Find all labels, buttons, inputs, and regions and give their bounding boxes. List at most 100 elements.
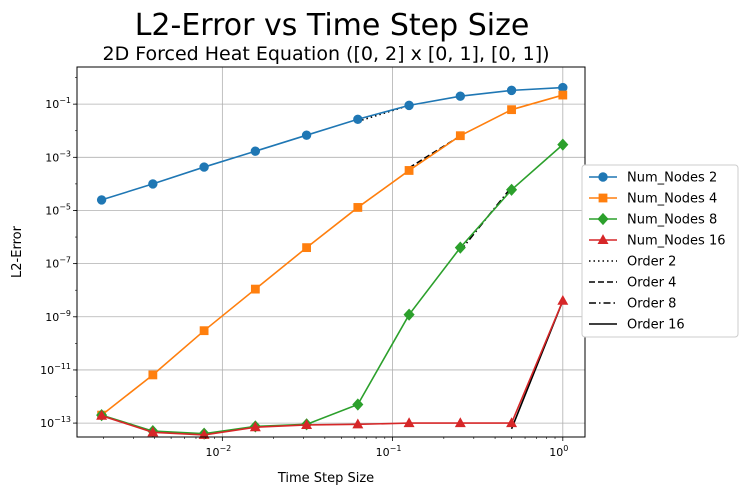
legend-label: Num_Nodes 4 [627, 192, 717, 207]
data-point [352, 398, 364, 411]
legend-swatch-marker [598, 172, 608, 182]
data-point [249, 421, 261, 432]
series-line [101, 144, 564, 435]
legend-label: Num_Nodes 8 [627, 213, 717, 228]
legend-swatch-marker [597, 234, 609, 245]
chart-subtitle: 2D Forced Heat Equation ([0, 2] x [0, 1]… [102, 43, 549, 65]
y-tick-base: 10 [45, 258, 59, 271]
y-axis-label: L2-Error [10, 225, 25, 278]
legend-label: Num_Nodes 16 [627, 234, 726, 249]
y-tick-base: 10 [45, 151, 59, 164]
reference-lines [357, 104, 564, 430]
y-tick-exponent: −9 [59, 309, 71, 318]
x-tick-label: 100 [549, 444, 568, 459]
legend-item: Num_Nodes 2 [589, 171, 717, 186]
data-point [352, 418, 364, 429]
data-point [301, 130, 312, 140]
series-1 [96, 82, 568, 205]
data-point [301, 419, 313, 429]
series-4 [96, 294, 569, 439]
data-point [148, 179, 158, 189]
y-tick-exponent: −1 [59, 96, 71, 105]
x-tick-label: 10−2 [205, 444, 231, 459]
data-point [507, 105, 516, 115]
y-tick-label: 10−5 [45, 202, 71, 217]
legend-item: Order 2 [589, 255, 676, 270]
y-tick-label: 10−13 [40, 415, 71, 430]
x-tick-exponent: −2 [219, 444, 231, 453]
legend-item: Order 4 [589, 276, 676, 291]
data-point [403, 308, 415, 321]
y-tick-base: 10 [45, 204, 59, 217]
data-series [96, 82, 569, 440]
legend-label: Order 8 [627, 297, 676, 312]
data-point [403, 417, 415, 428]
y-tick-exponent: −3 [59, 149, 71, 158]
data-point [455, 131, 465, 141]
y-tick-label: 10−7 [45, 256, 71, 271]
data-point [199, 162, 209, 172]
y-tick-label: 10−3 [45, 149, 71, 164]
legend-item: Num_Nodes 16 [589, 234, 726, 249]
y-tick-base: 10 [45, 311, 59, 324]
legend-item: Order 16 [589, 318, 685, 333]
legend-item: Num_Nodes 4 [589, 192, 717, 207]
y-tick-exponent: −13 [54, 415, 71, 424]
data-point [96, 195, 107, 205]
y-tick-label: 10−9 [45, 309, 71, 324]
y-tick-base: 10 [40, 417, 54, 430]
legend-swatch-marker [598, 193, 608, 203]
legend: Num_Nodes 2 Num_Nodes 4 Num_Nodes 8 Num_Nod… [581, 164, 739, 338]
data-point [404, 166, 414, 175]
y-tick-exponent: −7 [59, 256, 71, 265]
data-point [250, 284, 260, 294]
data-point [250, 146, 261, 156]
series-line [101, 86, 563, 201]
legend-swatch-marker [597, 212, 609, 226]
x-tick-label: 10−1 [376, 444, 402, 459]
x-tick-base: 10 [549, 446, 563, 459]
data-point [557, 294, 569, 305]
data-point [558, 90, 568, 100]
data-point [148, 370, 158, 380]
series-line [101, 300, 564, 436]
reference-line-3 [459, 186, 513, 252]
data-point [302, 243, 311, 253]
data-point [558, 82, 568, 93]
x-axis-label: Time Step Size [277, 471, 374, 486]
data-point [199, 326, 209, 336]
legend-frame [581, 164, 739, 338]
data-point [506, 183, 518, 196]
data-point [96, 409, 108, 420]
series-2 [97, 90, 568, 420]
data-point [454, 241, 466, 254]
data-point [454, 417, 466, 428]
legend-label: Order 2 [627, 255, 676, 270]
legend-item: Order 8 [589, 297, 676, 312]
x-tick-exponent: −1 [390, 444, 402, 453]
legend-label: Order 16 [627, 318, 685, 333]
y-tick-exponent: −11 [54, 362, 71, 371]
series-3 [96, 138, 569, 440]
y-tick-exponent: −5 [59, 202, 71, 211]
data-point [147, 426, 159, 437]
y-tick-label: 10−1 [45, 96, 71, 111]
legend-label: Order 4 [627, 276, 676, 291]
data-point [455, 91, 466, 101]
x-tick-base: 10 [205, 446, 219, 459]
data-point [198, 429, 210, 439]
data-point [557, 138, 569, 151]
data-point [404, 100, 414, 111]
x-tick-base: 10 [376, 446, 390, 459]
x-axis: 10−2 10−1 100 [103, 437, 568, 459]
chart-title: L2-Error vs Time Step Size [135, 8, 530, 43]
data-point [506, 417, 518, 428]
series-line [101, 94, 564, 416]
y-tick-base: 10 [40, 364, 54, 377]
legend-label: Num_Nodes 2 [627, 171, 717, 186]
data-point [506, 85, 517, 96]
data-point [353, 114, 363, 124]
grid [77, 67, 585, 437]
